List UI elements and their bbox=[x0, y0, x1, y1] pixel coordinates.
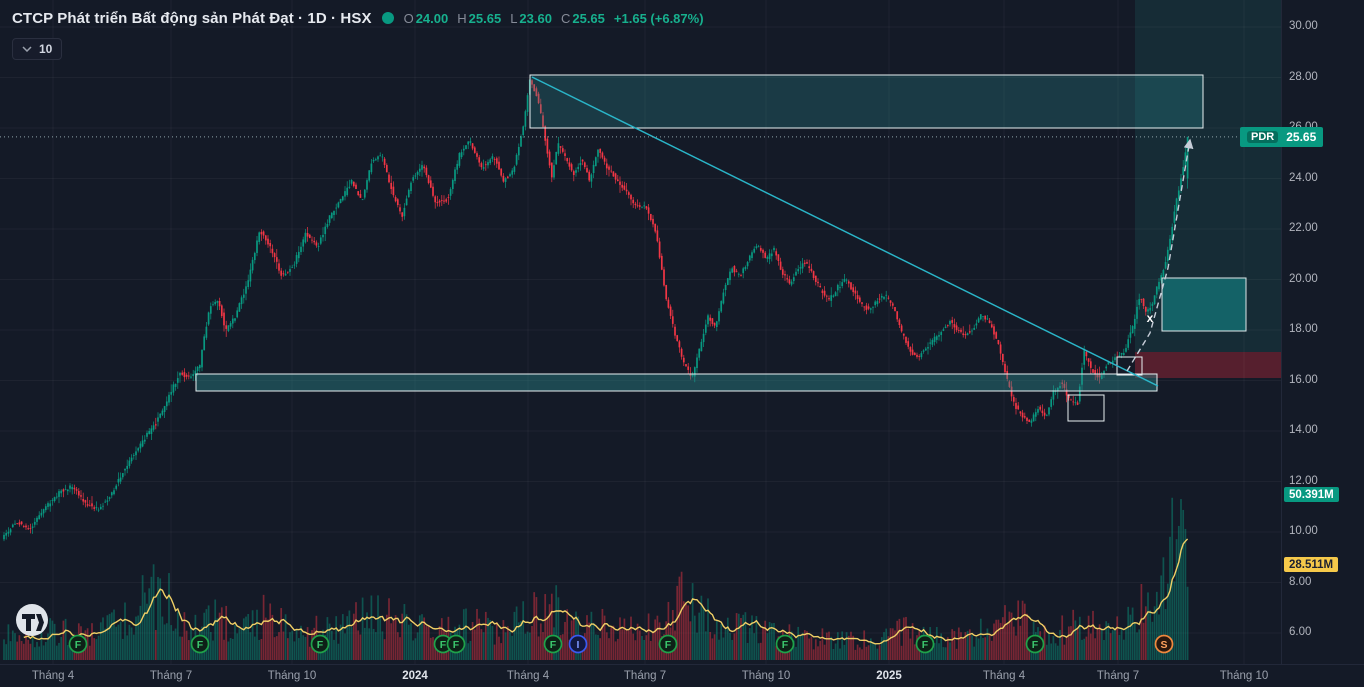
consolidation-box[interactable] bbox=[1067, 394, 1105, 422]
event-marker-f[interactable]: F bbox=[775, 634, 795, 654]
time-tick-label: Tháng 4 bbox=[982, 670, 1026, 682]
time-tick-label: 2025 bbox=[876, 670, 902, 682]
event-marker-f[interactable]: F bbox=[68, 634, 88, 654]
target-box[interactable] bbox=[1161, 277, 1247, 332]
chart-canvas[interactable]: xF F F F F F I F F F F S bbox=[0, 0, 1281, 664]
volume-ma-line[interactable] bbox=[23, 538, 1189, 645]
svg-text:F: F bbox=[75, 639, 82, 651]
time-tick-label: 2024 bbox=[402, 670, 428, 682]
svg-text:F: F bbox=[550, 639, 557, 651]
price-tick-label: 30.00 bbox=[1289, 20, 1318, 32]
time-tick-label: Tháng 7 bbox=[623, 670, 667, 682]
price-tick-label: 6.00 bbox=[1289, 626, 1312, 638]
volume-value-label: 50.391M bbox=[1284, 487, 1339, 502]
svg-text:F: F bbox=[1032, 639, 1039, 651]
arrow-layer: x bbox=[1126, 138, 1194, 372]
time-axis[interactable]: Tháng 4 Tháng 7 Tháng 10 2024 Tháng 4 Tháng 7… bbox=[0, 664, 1364, 687]
price-tick-label: 10.00 bbox=[1289, 525, 1318, 537]
time-tick-label: Tháng 10 bbox=[1219, 670, 1269, 682]
price-tick-label: 18.00 bbox=[1289, 323, 1318, 335]
change-value: +1.65 (+6.87%) bbox=[613, 10, 704, 26]
open-value: 24.00 bbox=[415, 10, 449, 26]
time-tick-label: Tháng 10 bbox=[267, 670, 317, 682]
price-badge-symbol: PDR bbox=[1247, 130, 1279, 143]
volume-ma-layer bbox=[23, 538, 1189, 645]
supply-zone-box[interactable] bbox=[529, 74, 1204, 129]
chevron-down-icon bbox=[22, 46, 32, 52]
svg-text:S: S bbox=[1160, 639, 1167, 651]
event-marker-f[interactable]: F bbox=[310, 634, 330, 654]
trendline-layer bbox=[531, 76, 1159, 387]
drawing-boxes-layer bbox=[195, 74, 1247, 422]
time-tick-label: Tháng 4 bbox=[506, 670, 550, 682]
price-badge-value: 25.65 bbox=[1286, 129, 1317, 144]
event-marker-f[interactable]: F bbox=[190, 634, 210, 654]
time-tick-label: Tháng 7 bbox=[149, 670, 193, 682]
tradingview-logo[interactable] bbox=[13, 601, 51, 644]
event-marker-f[interactable]: F bbox=[543, 634, 563, 654]
support-zone-box[interactable] bbox=[195, 373, 1158, 392]
event-marker-f[interactable]: F bbox=[1025, 634, 1045, 654]
time-tick-label: Tháng 10 bbox=[741, 670, 791, 682]
volume-ma-value-label: 28.511M bbox=[1284, 557, 1339, 572]
high-label: H bbox=[457, 10, 467, 26]
event-marker-s[interactable]: S bbox=[1154, 634, 1174, 654]
price-tick-label: 14.00 bbox=[1289, 424, 1318, 436]
svg-text:F: F bbox=[197, 639, 204, 651]
event-marker-f[interactable]: F bbox=[915, 634, 935, 654]
svg-text:F: F bbox=[665, 639, 672, 651]
svg-text:F: F bbox=[317, 639, 324, 651]
price-tick-label: 16.00 bbox=[1289, 373, 1318, 386]
price-tick-label: 24.00 bbox=[1289, 171, 1318, 184]
candles-layer bbox=[3, 78, 1189, 542]
svg-text:F: F bbox=[453, 639, 460, 651]
open-label: O bbox=[403, 10, 414, 26]
event-marker-i[interactable]: I bbox=[568, 634, 588, 654]
price-tick-label: 8.00 bbox=[1289, 575, 1312, 588]
svg-text:F: F bbox=[922, 639, 929, 651]
market-status-dot[interactable] bbox=[381, 12, 394, 24]
indicator-ma-length: 10 bbox=[39, 42, 53, 56]
indicator-legend-toggle[interactable]: 10 bbox=[12, 38, 63, 60]
price-tick-label: 12.00 bbox=[1289, 474, 1318, 487]
descending-trendline[interactable] bbox=[531, 76, 1159, 387]
projection-stop-zone[interactable] bbox=[1135, 352, 1281, 378]
low-value: 23.60 bbox=[519, 10, 552, 26]
grid-layer bbox=[0, 0, 1281, 664]
ohlc-values: O 24.00 H 25.65 L 23.60 C 25.65 +1.65 (+6.87… bbox=[404, 11, 704, 26]
svg-text:F: F bbox=[440, 639, 447, 651]
projection-arrow[interactable] bbox=[1126, 138, 1194, 372]
event-marker-f[interactable]: F bbox=[446, 634, 466, 654]
event-marker-f[interactable]: F bbox=[658, 634, 678, 654]
close-value: 25.65 bbox=[572, 10, 605, 26]
price-tick-label: 22.00 bbox=[1289, 222, 1318, 234]
svg-text:I: I bbox=[577, 639, 580, 651]
chart-legend: CTCP Phát triển Bất động sản Phát Đạt · … bbox=[12, 7, 704, 60]
price-tick-label: 28.00 bbox=[1289, 70, 1318, 83]
last-price-label: PDR 25.65 bbox=[1240, 126, 1324, 147]
price-axis[interactable]: PDR 25.65 50.391M 28.511M 30.0028.0026.0… bbox=[1240, 0, 1364, 664]
symbol-title[interactable]: CTCP Phát triển Bất động sản Phát Đạt · … bbox=[12, 9, 372, 27]
close-label: C bbox=[560, 10, 571, 26]
svg-text:F: F bbox=[782, 639, 789, 651]
low-label: L bbox=[510, 10, 518, 26]
volume-layer bbox=[3, 497, 1189, 660]
high-value: 25.65 bbox=[468, 10, 502, 26]
tradingview-logo-icon bbox=[16, 604, 48, 636]
time-tick-label: Tháng 4 bbox=[31, 670, 75, 682]
time-tick-label: Tháng 7 bbox=[1096, 670, 1140, 682]
price-tick-label: 20.00 bbox=[1289, 272, 1318, 285]
x-annotation[interactable]: x bbox=[1147, 311, 1154, 325]
